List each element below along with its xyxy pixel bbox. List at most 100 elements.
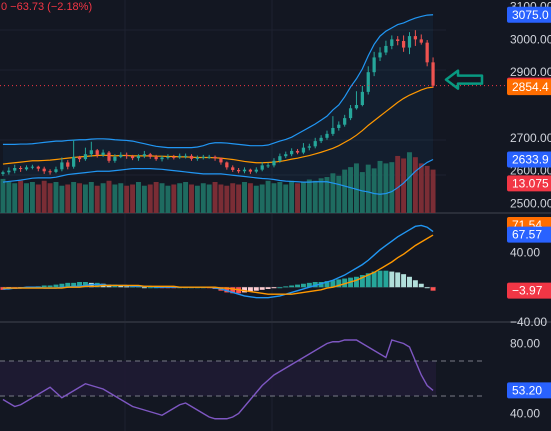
volume-bar	[224, 185, 230, 213]
volume-bar	[12, 183, 18, 213]
macd-histogram-bar	[371, 271, 377, 288]
volume-bar	[147, 184, 153, 213]
macd-histogram-bar	[253, 287, 259, 291]
candle-body	[396, 39, 400, 42]
candle-body	[284, 154, 288, 157]
macd-signal-line	[2, 234, 434, 295]
macd-histogram-bar	[353, 276, 359, 288]
macd-histogram-bar	[359, 275, 365, 288]
price-axis-tick: 2900.00	[510, 65, 551, 79]
candle-body	[101, 152, 105, 155]
candle-body	[431, 62, 435, 86]
volume-bar	[306, 179, 312, 213]
volume-bar	[18, 180, 24, 213]
volume-bar	[212, 182, 218, 213]
volume-bar	[371, 168, 377, 213]
candle-body	[319, 137, 323, 142]
bollinger-upper-line	[2, 14, 434, 149]
volume-bar	[135, 182, 141, 213]
badge-bb-upper	[507, 6, 551, 23]
candle-body	[307, 146, 311, 148]
badge-bb-basis	[507, 79, 551, 96]
candle-body	[113, 156, 117, 161]
badge-macd-histogram-text: −3.97	[512, 284, 543, 298]
candle-body	[178, 155, 182, 158]
candle-body	[83, 154, 88, 160]
badge-macd-histogram	[507, 282, 551, 299]
candle-body	[89, 150, 93, 155]
volume-bar	[124, 185, 130, 213]
bollinger-fill	[2, 14, 434, 195]
macd-histogram-bar	[324, 281, 330, 288]
candle-body	[225, 162, 229, 168]
macd-histogram-bar	[300, 283, 306, 288]
candle-body	[95, 150, 99, 155]
volume-bar	[177, 183, 183, 213]
volume-bar	[94, 185, 100, 213]
candle-body	[13, 168, 17, 171]
macd-histogram-bar	[242, 287, 247, 293]
candle-body	[242, 169, 247, 172]
volume-bar	[29, 182, 35, 213]
volume-bar	[424, 165, 430, 213]
volume-bar	[171, 184, 177, 213]
candle-body	[201, 156, 205, 158]
volume-bar	[312, 180, 318, 213]
candle-body	[30, 166, 35, 168]
volume-bar	[236, 184, 242, 213]
volume-bar	[271, 183, 277, 213]
macd-histogram-bar	[283, 286, 289, 288]
candle-body	[360, 91, 364, 105]
macd-histogram-bar	[59, 283, 65, 288]
candle-body	[36, 166, 40, 169]
volume-bar	[324, 177, 330, 213]
volume-bar	[283, 184, 289, 213]
volume-bar	[295, 183, 301, 213]
volume-bar	[242, 182, 247, 213]
macd-histogram-bar	[265, 287, 271, 289]
macd-histogram-bar	[77, 282, 83, 288]
candle-body	[390, 39, 394, 46]
volume-bar	[6, 182, 12, 213]
candle-body	[207, 156, 211, 158]
macd-histogram-bar	[65, 282, 71, 288]
macd-histogram-bar	[336, 279, 342, 288]
macd-histogram-bar	[289, 285, 295, 288]
macd-histogram-bar	[330, 280, 336, 288]
volume-bar	[418, 163, 424, 213]
volume-bar	[106, 180, 112, 213]
macd-histogram-bar	[430, 287, 436, 291]
candle-body	[301, 147, 306, 153]
badge-volume-text: 13.075	[512, 176, 549, 190]
candle-body	[154, 156, 158, 160]
volume-bar	[141, 185, 147, 213]
badge-macd-value-text: 67.57	[512, 228, 542, 242]
volume-bar	[88, 182, 94, 213]
rsi-axis-tick: 40.00	[510, 407, 540, 421]
macd-histogram-bar	[53, 284, 59, 288]
candle-body	[148, 154, 152, 157]
candle-body	[254, 169, 258, 172]
volume-bar	[407, 152, 412, 213]
bollinger-lower-line	[2, 158, 434, 195]
badge-macd-value	[507, 226, 551, 243]
volume-bar	[65, 184, 71, 213]
rsi-axis-tick: 80.00	[510, 337, 540, 351]
macd-histogram-bar	[141, 287, 147, 289]
volume-bar	[365, 164, 371, 213]
candle-body	[213, 156, 217, 159]
candle-body	[425, 42, 429, 63]
volume-bar	[377, 160, 383, 213]
macd-histogram-bar	[295, 284, 301, 288]
candle-body	[195, 157, 199, 159]
volume-bar	[77, 183, 83, 213]
volume-bar	[206, 184, 212, 213]
macd-histogram-bar	[224, 287, 230, 293]
macd-histogram-bar	[412, 280, 418, 288]
macd-histogram-bar	[401, 274, 407, 288]
price-axis-tick: 2700.00	[510, 131, 551, 145]
candle-body	[413, 36, 417, 40]
volume-bar	[53, 182, 59, 213]
volume-bar	[430, 169, 436, 213]
